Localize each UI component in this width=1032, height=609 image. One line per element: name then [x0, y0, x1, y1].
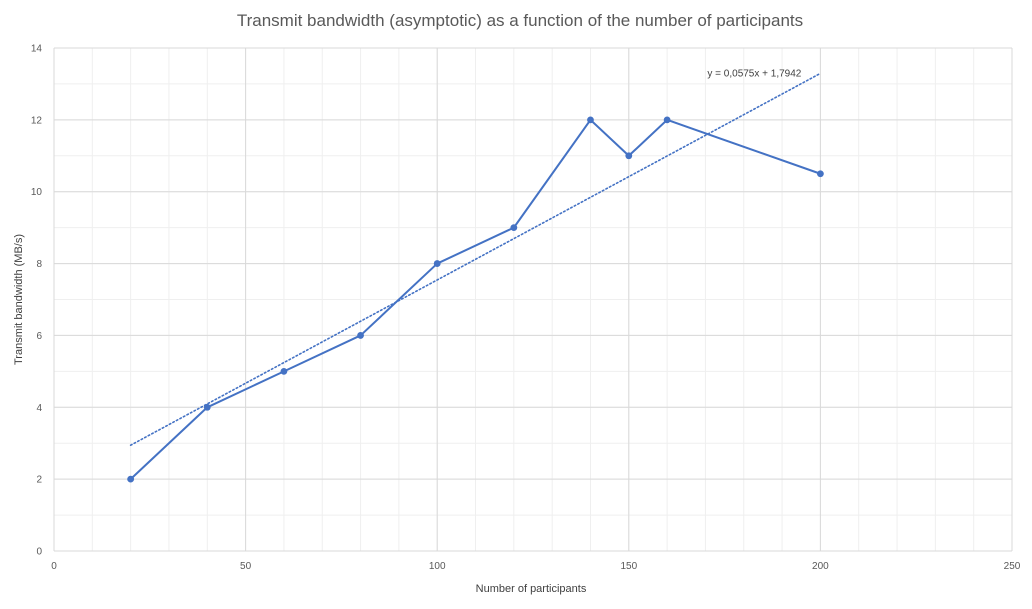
trendline-path: [129, 72, 822, 447]
y-tick-label: 4: [36, 403, 42, 414]
y-tick-label: 0: [36, 547, 42, 558]
data-point: [433, 260, 441, 267]
data-point: [280, 367, 288, 375]
data-point: [663, 116, 671, 124]
major-gridlines: [53, 47, 1013, 552]
x-axis-label: Number of participants: [476, 583, 587, 595]
x-tick-label: 200: [812, 561, 829, 572]
data-point: [357, 332, 364, 339]
x-tick-label: 150: [620, 561, 637, 572]
data-point: [625, 152, 633, 160]
trendline: [129, 72, 822, 447]
x-tick-label: 0: [51, 561, 57, 572]
y-axis-label: Transmit bandwidth (MB/s): [13, 234, 25, 365]
x-tick-label: 50: [240, 561, 252, 572]
data-series: [127, 116, 824, 483]
y-tick-label: 6: [36, 331, 42, 342]
y-tick-label: 12: [31, 115, 43, 126]
y-axis-ticks: 0 2 4 6 8 10 12 14: [31, 44, 43, 558]
trendline-equation: y = 0,0575x + 1,7942: [707, 68, 801, 79]
x-axis-ticks: 0 50 100 150 200 250: [51, 561, 1021, 572]
y-tick-label: 14: [31, 44, 43, 55]
data-point: [127, 475, 135, 483]
data-point: [817, 170, 824, 178]
data-point: [587, 116, 594, 124]
data-point: [510, 224, 518, 232]
y-tick-label: 10: [31, 187, 43, 198]
y-tick-label: 8: [36, 259, 42, 270]
minor-gridlines: [53, 47, 1013, 552]
data-point: [203, 403, 211, 411]
x-tick-label: 250: [1004, 561, 1021, 572]
chart-title: Transmit bandwidth (asymptotic) as a fun…: [237, 11, 803, 30]
x-tick-label: 100: [429, 561, 446, 572]
series-line: [129, 118, 821, 480]
y-tick-label: 2: [36, 475, 42, 486]
